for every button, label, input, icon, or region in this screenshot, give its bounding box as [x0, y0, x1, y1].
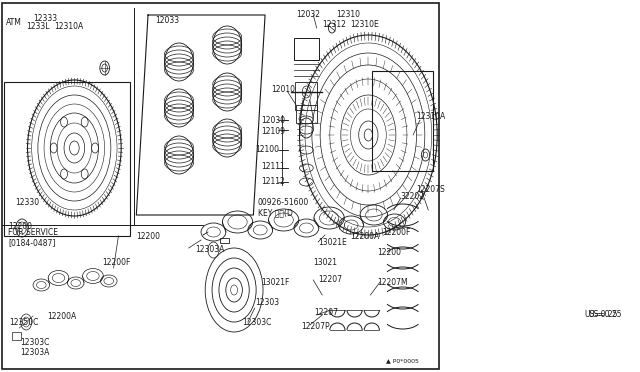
Text: 12200: 12200	[136, 232, 161, 241]
Text: 12330: 12330	[15, 198, 39, 207]
Text: 12207: 12207	[318, 275, 342, 284]
Bar	[4, 82, 130, 236]
Text: 12207: 12207	[314, 308, 338, 317]
Text: 13021: 13021	[313, 258, 337, 267]
Text: 12303: 12303	[255, 298, 279, 307]
Text: 13021E: 13021E	[318, 238, 347, 247]
Bar	[220, 238, 228, 243]
Bar	[372, 71, 433, 171]
Text: 1233L: 1233L	[26, 22, 50, 31]
Text: 12310E: 12310E	[350, 20, 378, 29]
Text: 12310A: 12310A	[417, 112, 446, 121]
Text: 00926-51600: 00926-51600	[257, 198, 308, 207]
Text: 12333: 12333	[33, 14, 57, 23]
Text: 12303A: 12303A	[20, 348, 50, 357]
Text: 32202: 32202	[401, 192, 425, 201]
Text: 12200A: 12200A	[47, 312, 76, 321]
Bar	[296, 105, 317, 123]
Bar	[294, 38, 319, 60]
Text: 12030: 12030	[262, 116, 286, 125]
Text: 12033: 12033	[155, 16, 179, 25]
Text: 12207P: 12207P	[301, 322, 330, 331]
Text: 12200F: 12200F	[102, 258, 131, 267]
Text: 12200: 12200	[8, 222, 32, 231]
Text: 12112: 12112	[262, 177, 285, 186]
Text: 12010: 12010	[271, 85, 295, 94]
Bar	[296, 82, 317, 110]
Text: 12312: 12312	[322, 20, 346, 29]
Text: FOR SERVICE: FOR SERVICE	[8, 228, 58, 237]
Text: ▲ P0*0005: ▲ P0*0005	[385, 358, 419, 363]
Text: 12200A: 12200A	[350, 232, 379, 241]
Text: 12207S: 12207S	[417, 185, 445, 194]
Text: 12109: 12109	[262, 127, 285, 136]
Text: [0184-0487]: [0184-0487]	[8, 238, 56, 247]
Text: 12303C: 12303C	[20, 338, 50, 347]
Text: US=0.25: US=0.25	[588, 310, 621, 319]
Text: 12111: 12111	[262, 162, 285, 171]
Text: 12100: 12100	[255, 145, 279, 154]
Text: KEY キー(D: KEY キー(D	[257, 208, 292, 217]
Text: ATM: ATM	[6, 18, 21, 27]
Text: 12207M: 12207M	[378, 278, 408, 287]
Text: 12303A: 12303A	[196, 245, 225, 254]
Bar	[12, 332, 20, 340]
Text: 12032: 12032	[296, 10, 320, 19]
Text: 12310A: 12310A	[54, 22, 83, 31]
Text: 12303C: 12303C	[243, 318, 272, 327]
Text: 13021F: 13021F	[262, 278, 290, 287]
Text: 12200F: 12200F	[382, 228, 410, 237]
Text: US=0.25: US=0.25	[584, 310, 618, 319]
Text: 12310: 12310	[336, 10, 360, 19]
Text: 12200: 12200	[378, 248, 401, 257]
Text: 12350C: 12350C	[10, 318, 39, 327]
